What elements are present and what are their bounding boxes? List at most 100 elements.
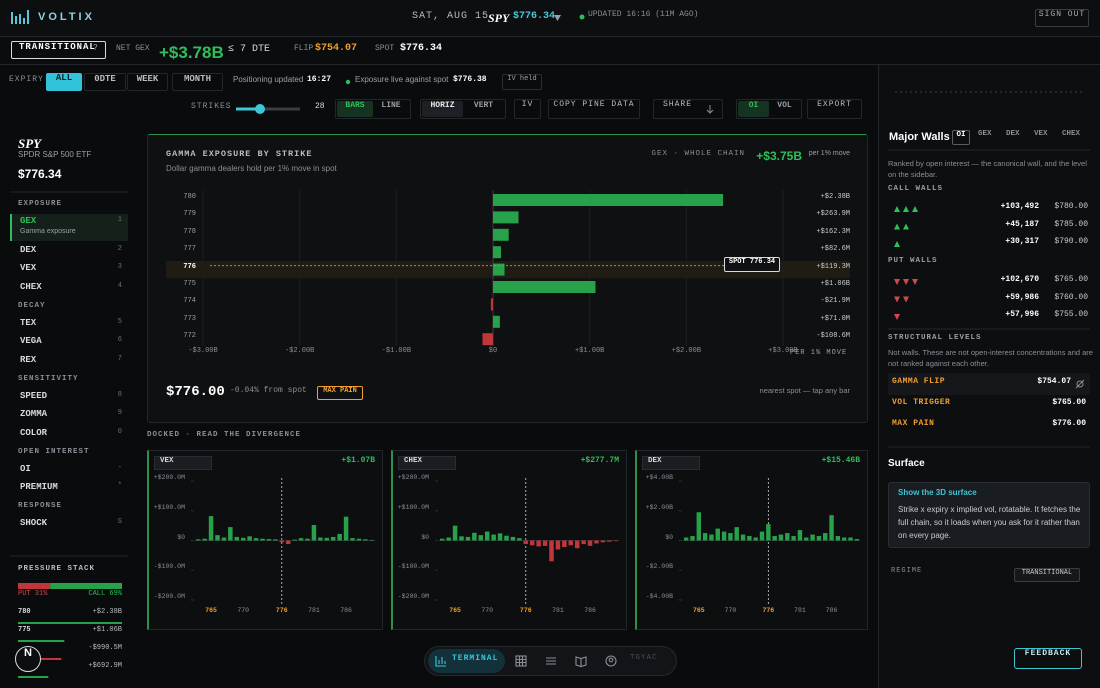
style-button[interactable]: LINE [381,101,401,110]
iv-button[interactable]: IV [514,99,541,119]
bar[interactable] [482,333,493,346]
bar [343,516,349,541]
orientation-button[interactable]: HORIZ [422,101,463,117]
sidebar-item[interactable]: VEX [20,263,37,273]
y-tick-label: $0 [177,533,185,541]
y-tick-label: $0 [421,533,429,541]
pressure-row-bar [18,622,122,624]
value-label: +$119.3M [816,262,850,271]
bar [804,537,809,541]
bar[interactable] [490,298,493,311]
metric-selector[interactable]: CHEX [398,456,456,470]
slider-knob[interactable] [255,104,265,114]
sidebar-item[interactable]: DEX [20,244,37,255]
wall-strike: $755.00 [1054,310,1088,319]
sidebar-item-desc: Gamma exposure [20,228,76,235]
strike-label[interactable]: 777 [183,245,196,254]
sidebar-item[interactable]: REX [20,354,37,365]
dte: ≤ 7 DTE [228,44,271,55]
strike-label[interactable]: 772 [183,332,196,341]
docked-title: DOCKED · READ THE DIVERGENCE [147,431,302,439]
measure-button[interactable]: OI [738,101,769,117]
strike-label[interactable]: 774 [183,297,196,306]
nav-terminal[interactable]: TERMINAL [452,654,499,663]
surface-link[interactable]: Show the 3D surface [898,488,977,497]
bar[interactable] [493,211,519,224]
bar [292,539,297,541]
share-button[interactable]: SHARE [653,99,723,119]
bar[interactable] [493,263,505,276]
wall-oi: +45,187 [1005,219,1039,229]
bar [816,536,822,541]
regime-badge[interactable]: TRANSITIONAL [11,41,106,59]
level-value: $754.07 [1037,377,1071,386]
metric-selector[interactable]: VEX [154,456,212,470]
wall-strike: $780.00 [1054,202,1088,211]
sidebar-key: 5 [117,317,122,326]
expiry-button[interactable]: MONTH [172,73,223,91]
status-bar [0,37,1100,65]
walls-tab[interactable]: OI [952,130,970,145]
walls-tab[interactable]: CHEX [1062,130,1081,138]
strike-label[interactable]: 775 [183,280,196,288]
active-item-bg[interactable] [10,214,128,241]
sidebar-item[interactable]: COLOR [20,427,48,438]
bar [759,531,765,541]
sidebar-item[interactable]: ZOMMA [20,409,48,419]
sidebar-ticker: SPY [18,136,42,151]
sidebar-item[interactable]: SPEED [20,390,48,401]
export-button[interactable]: EXPORT [807,99,862,119]
metric-selector[interactable]: DEX [642,456,700,470]
share-icon [706,105,714,114]
bar[interactable] [493,228,509,241]
measure-button[interactable]: VOL [777,101,792,110]
live-dot [345,79,351,85]
x-tick-label: 781 [552,607,564,614]
copy-pine-button[interactable]: COPY PINE DATA [548,99,640,119]
nav-icons[interactable] [435,655,617,668]
assistant-button[interactable]: N [15,646,41,672]
strike-label[interactable]: 780 [183,193,196,201]
bar[interactable] [493,315,500,328]
strike-label[interactable]: 779 [183,210,196,219]
nav-active[interactable] [428,649,505,673]
bar[interactable] [493,194,724,206]
ticker[interactable]: SPY [488,11,510,25]
value-label: +$71.0M [820,314,850,323]
sidebar-item[interactable]: VEGA [20,336,42,346]
segmented-group [736,99,802,119]
chart-subtitle: Dollar gamma dealers hold per 1% move in… [166,164,337,173]
pressure-strike: 775 [18,626,31,634]
surface-box[interactable] [888,482,1090,548]
orientation-button[interactable]: VERT [473,101,494,110]
style-button[interactable]: BARS [337,101,373,117]
sidebar-item[interactable]: GEX [20,216,37,226]
walls-tab[interactable]: VEX [1034,130,1048,138]
expiry-button[interactable]: 0DTE [84,73,126,91]
feedback-button[interactable]: FEEDBACK [1014,648,1082,669]
x-tick-label: 770 [724,607,737,614]
spot-badge: SPOT 776.34 [724,256,780,272]
walls-tab[interactable]: GEX [978,130,992,138]
expiry-button[interactable]: WEEK [127,73,168,91]
sidebar-item[interactable]: OI [20,463,31,474]
ticker-caret[interactable] [554,15,561,21]
bar[interactable] [493,246,501,259]
sidebar-item[interactable]: TEX [20,317,37,328]
sign-out-button[interactable]: SIGN OUT [1035,9,1089,27]
walls-tab[interactable]: DEX [1006,130,1020,138]
bar[interactable] [493,281,596,293]
strike-label[interactable]: 773 [183,314,196,323]
strike-label[interactable]: 778 [183,227,196,236]
bar [568,540,574,546]
nav-user[interactable]: TGYAC [630,654,658,662]
sidebar-item[interactable]: SHOCK [20,518,48,528]
strike-label[interactable]: 776 [183,262,196,271]
x-tick-label: 765 [205,607,217,614]
sidebar-item[interactable]: CHEX [20,281,42,292]
sidebar-key: 2 [117,244,122,253]
sidebar-item[interactable]: PREMIUM [20,482,58,492]
expiry-button[interactable]: ALL [46,73,82,91]
surface-desc: Strike x expiry x implied vol, rotatable… [898,505,1081,540]
value-label: +$2.38B [820,193,850,201]
